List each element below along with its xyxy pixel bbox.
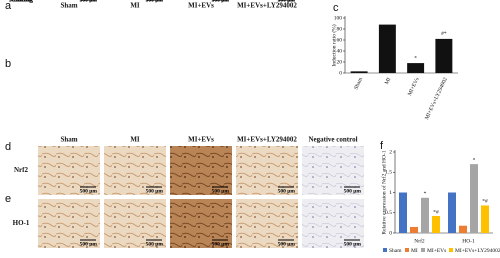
- y-tick-label: 1.5: [385, 170, 392, 176]
- bar: [421, 197, 429, 233]
- row-label: HE: [16, 0, 26, 4]
- scale-bar-label: 500 μm: [146, 0, 164, 3]
- column-header: MI+EVs: [188, 2, 214, 10]
- row-label: staining: [9, 0, 33, 4]
- panel-label: d: [5, 141, 11, 153]
- y-tick-label: 20: [337, 59, 343, 65]
- panel-label: f: [380, 140, 384, 152]
- x-tick-label: MI+EVs: [407, 77, 421, 97]
- scale-bar-label: 500 μm: [344, 241, 362, 247]
- significance-mark: *: [424, 191, 427, 197]
- bar: [399, 192, 407, 233]
- x-tick-label: HO-1: [462, 238, 475, 244]
- bar: [470, 164, 478, 233]
- scale-bar-label: 500 μm: [278, 188, 296, 194]
- bar: [448, 192, 456, 233]
- row-label: Masson: [10, 0, 33, 4]
- scale-bar-label: 500 μm: [80, 0, 98, 3]
- significance-mark: *#: [433, 209, 439, 215]
- axis: [394, 150, 493, 234]
- scale-bar-label: 500 μm: [212, 0, 230, 3]
- bar: [432, 215, 440, 233]
- bar: [410, 226, 418, 233]
- legend-swatch: [383, 248, 387, 252]
- y-tick-label: 0: [339, 70, 342, 76]
- scale-bar-label: 500 μm: [278, 0, 296, 3]
- scale-bar-label: 500 μm: [146, 241, 164, 247]
- significance-mark: *: [473, 157, 476, 163]
- scale-bar-label: 500 μm: [80, 0, 98, 3]
- row-label: Nrf2: [14, 166, 28, 174]
- column-header: MI: [130, 2, 140, 10]
- legend-swatch: [405, 248, 409, 252]
- y-tick-label: 1: [389, 190, 392, 196]
- scale-bar-label: 500 μm: [212, 188, 230, 194]
- significance-mark: #*: [441, 31, 447, 37]
- row-label: staining: [9, 0, 33, 4]
- legend-swatch: [449, 248, 453, 252]
- bar: [378, 24, 396, 74]
- scale-bar-label: 500 μm: [80, 241, 98, 247]
- x-tick-label: MI+EVs+LY294002: [424, 77, 449, 121]
- row-label: HO-1: [13, 219, 30, 227]
- scale-bar-label: 500 μm: [80, 188, 98, 194]
- legend-label: MI+EVs+LY294002: [455, 248, 500, 254]
- scale-bar-label: 500 μm: [146, 188, 164, 194]
- legend-label: Sham: [389, 248, 402, 254]
- column-header: Negative control: [308, 136, 357, 144]
- scale-bar-label: 500 μm: [278, 241, 296, 247]
- legend-label: MI+EVs: [427, 248, 446, 254]
- column-header: MI+EVs+LY294002: [237, 136, 297, 144]
- column-header: MI+EVs: [188, 136, 214, 144]
- legend-label: MI: [411, 248, 418, 254]
- y-tick-label: 60: [337, 37, 343, 43]
- panel-label: a: [5, 0, 12, 12]
- bar: [350, 71, 368, 73]
- column-header: MI: [130, 136, 140, 144]
- legend-swatch: [421, 248, 425, 252]
- significance-mark: *: [414, 55, 417, 61]
- y-tick-label: 100: [334, 15, 343, 21]
- y-tick-label: 2: [389, 149, 392, 155]
- panel-label: c: [333, 2, 339, 14]
- x-tick-label: Sham: [353, 76, 364, 91]
- panel-label: e: [5, 193, 11, 205]
- y-tick-label: 0.5: [385, 210, 392, 216]
- bar: [407, 63, 425, 73]
- scale-bar-label: 500 μm: [146, 0, 164, 3]
- column-header: Sham: [60, 2, 77, 10]
- significance-mark: *#: [482, 199, 488, 205]
- y-axis-label: Relative expression of Nrf2 and HO-1: [380, 150, 387, 234]
- bar: [459, 225, 467, 233]
- y-tick-label: 0: [389, 230, 392, 236]
- panel-label: b: [5, 58, 11, 70]
- column-header: Sham: [60, 136, 77, 144]
- y-tick-label: 80: [337, 26, 343, 32]
- scale-bar-label: 500 μm: [212, 0, 230, 3]
- column-header: MI+EVs+LY294002: [237, 2, 297, 10]
- x-tick-label: MI: [384, 77, 392, 86]
- bar: [481, 205, 489, 233]
- scale-bar-label: 500 μm: [278, 0, 296, 3]
- x-tick-label: Nrf2: [414, 237, 425, 244]
- scale-bar-label: 500 μm: [344, 188, 362, 194]
- y-tick-label: 40: [337, 48, 343, 54]
- bar: [435, 38, 453, 73]
- y-axis-label: Induction ratio (%): [330, 24, 337, 66]
- scale-bar-label: 500 μm: [212, 241, 230, 247]
